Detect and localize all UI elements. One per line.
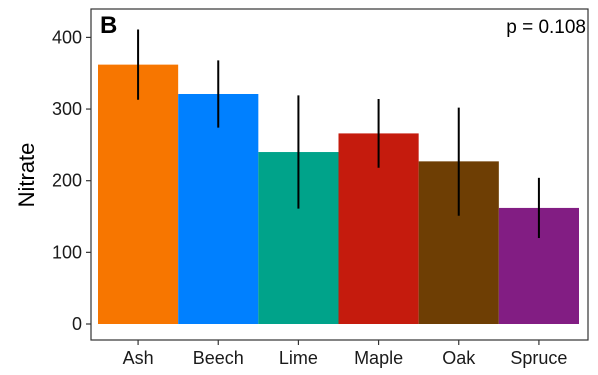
y-axis-title: Nitrate <box>14 143 39 208</box>
y-tick-label-0: 0 <box>72 314 82 334</box>
x-tick-label-maple: Maple <box>354 348 403 368</box>
error-bars-group <box>137 29 540 239</box>
x-tick-label-spruce: Spruce <box>510 348 567 368</box>
bar-beech <box>178 94 259 324</box>
panel-label: B <box>100 12 117 39</box>
x-tick-label-beech: Beech <box>193 348 244 368</box>
x-tick-label-oak: Oak <box>442 348 476 368</box>
y-axis: 0 100 200 300 400 <box>52 27 91 334</box>
x-tick-label-lime: Lime <box>279 348 318 368</box>
y-tick-label-400: 400 <box>52 27 82 47</box>
y-tick-label-200: 200 <box>52 171 82 191</box>
bar-ash <box>98 64 179 324</box>
y-tick-label-100: 100 <box>52 242 82 262</box>
x-tick-label-ash: Ash <box>123 348 154 368</box>
x-axis: Ash Beech Lime Maple Oak Spruce <box>123 340 567 368</box>
p-value-annotation: p = 0.108 <box>506 17 586 38</box>
y-tick-label-300: 300 <box>52 99 82 119</box>
